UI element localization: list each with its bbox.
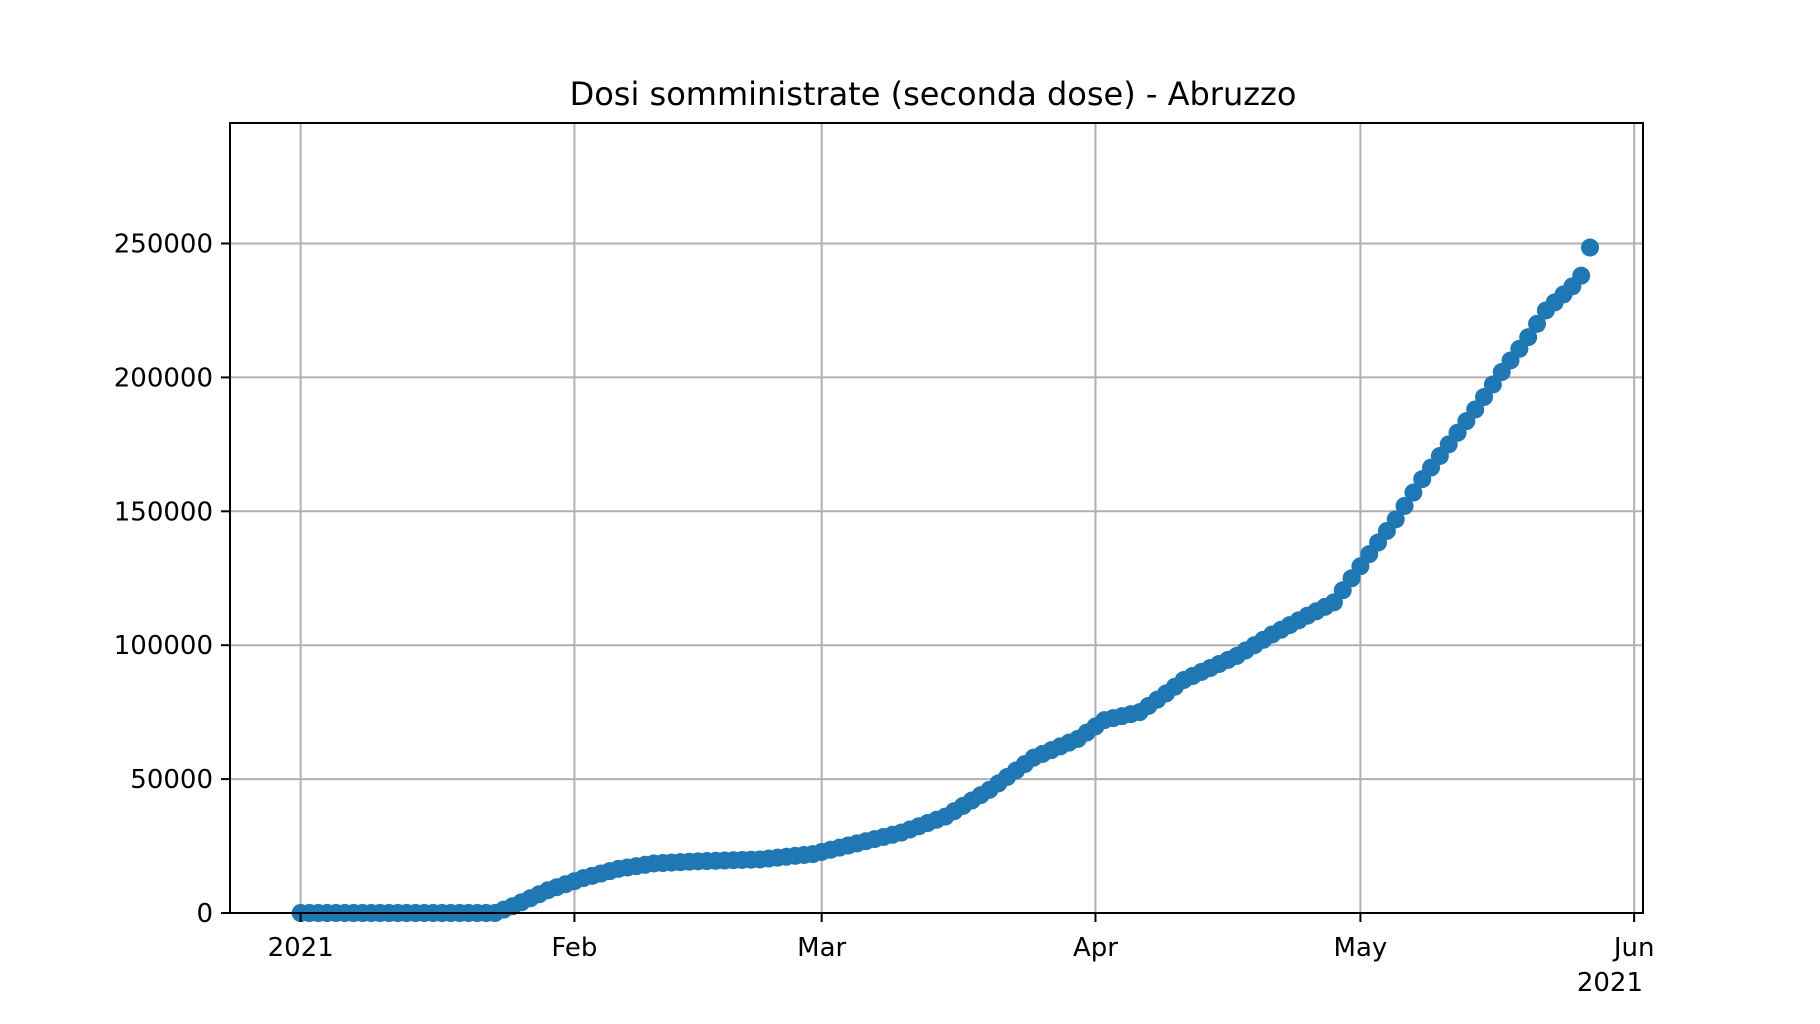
data-point <box>1475 388 1494 407</box>
plot-frame <box>229 122 1644 914</box>
data-point <box>1519 328 1538 347</box>
data-point <box>1404 483 1423 502</box>
y-tick-label: 50000 <box>130 765 213 795</box>
x-tick-label: Feb <box>551 933 597 963</box>
data-point <box>1572 266 1591 285</box>
x-tick-label: May <box>1334 933 1388 963</box>
data-point <box>1466 400 1485 419</box>
x-axis: 2021 Feb Mar Apr May Jun <box>268 913 1655 963</box>
data-point <box>1386 510 1405 529</box>
data-points <box>291 238 1600 922</box>
x-tick-label: Jun <box>1612 933 1655 963</box>
data-point <box>1483 375 1502 394</box>
y-axis: 0 50000 100000 150000 200000 250000 <box>114 230 230 929</box>
data-point <box>1528 314 1547 333</box>
x-tick-label: 2021 <box>268 933 334 963</box>
x-tick-label: Apr <box>1073 933 1118 963</box>
data-point <box>1395 496 1414 515</box>
y-tick-label: 0 <box>196 899 213 929</box>
y-tick-label: 250000 <box>114 230 213 260</box>
y-tick-label: 150000 <box>114 497 213 527</box>
data-point <box>1581 238 1600 257</box>
x-tick-label: Mar <box>797 933 846 963</box>
chart-title: Dosi somministrate (seconda dose) - Abru… <box>570 75 1297 113</box>
y-tick-label: 100000 <box>114 631 213 661</box>
x-axis-offset-label: 2021 <box>1577 968 1643 998</box>
y-tick-label: 200000 <box>114 363 213 393</box>
